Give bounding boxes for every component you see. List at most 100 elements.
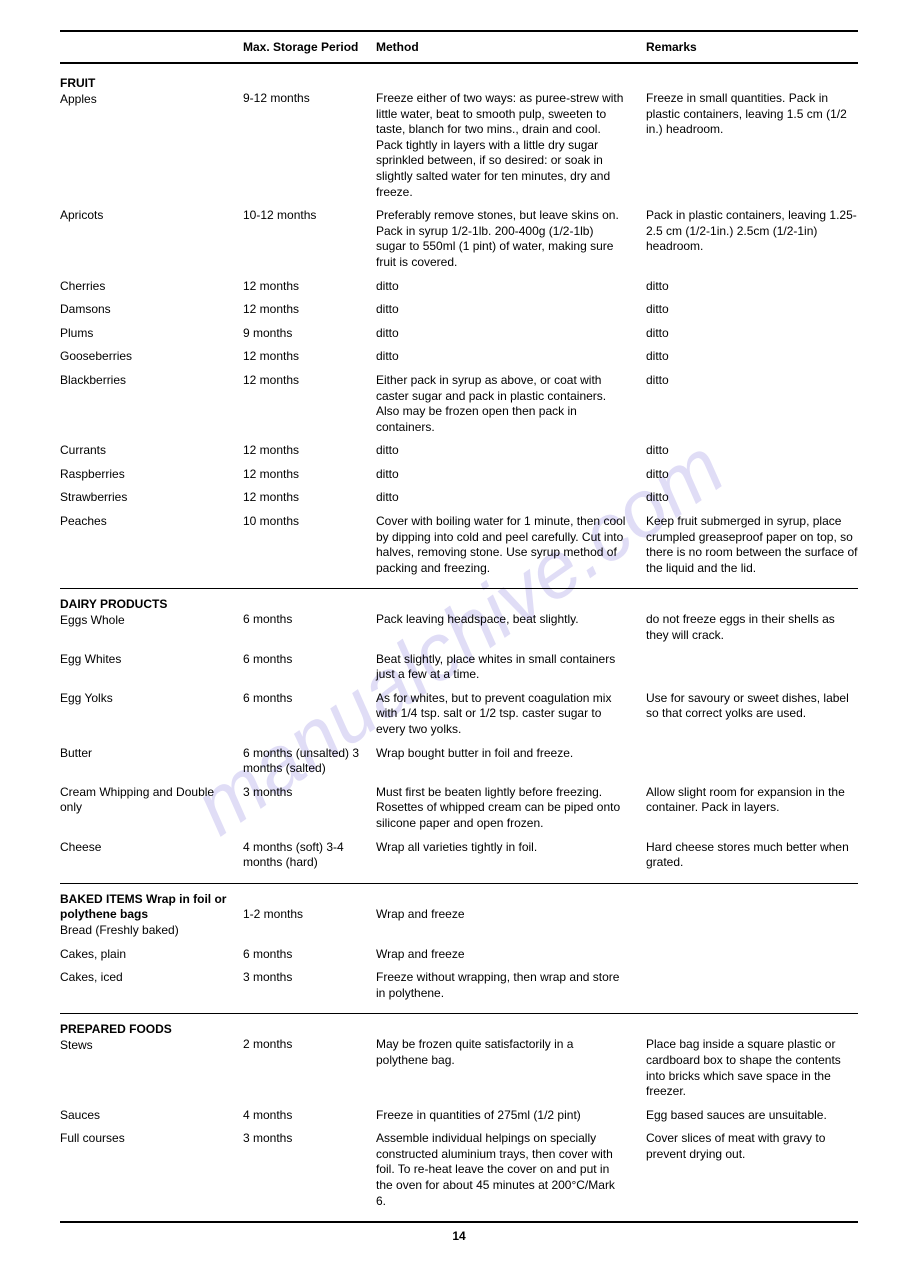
cell-period: 9 months: [243, 326, 376, 342]
cell-remarks: ditto: [646, 490, 858, 506]
cell-method: ditto: [376, 302, 646, 318]
item-name: Stews: [60, 1038, 235, 1054]
cell-remarks: Freeze in small quantities. Pack in plas…: [646, 76, 858, 200]
header-blank: [60, 40, 243, 54]
cell-period: 12 months: [243, 373, 376, 435]
cell-name: Currants: [60, 443, 243, 459]
cell-name: Cakes, plain: [60, 947, 243, 963]
cell-name: Cakes, iced: [60, 970, 243, 1001]
item-name: Currants: [60, 443, 235, 459]
table-row: PREPARED FOODSStews2 monthsMay be frozen…: [60, 1018, 858, 1103]
cell-period: 12 months: [243, 467, 376, 483]
cell-period: 3 months: [243, 785, 376, 832]
table-row: Strawberries12 monthsdittoditto: [60, 486, 858, 510]
cell-period: 10-12 months: [243, 208, 376, 270]
cell-name: Cream Whipping and Double only: [60, 785, 243, 832]
cell-method: Wrap and freeze: [376, 892, 646, 939]
cell-period: 12 months: [243, 279, 376, 295]
cell-period: 4 months (soft) 3-4 months (hard): [243, 840, 376, 871]
cell-period: 12 months: [243, 302, 376, 318]
table-row: FRUITApples9-12 monthsFreeze either of t…: [60, 72, 858, 204]
cell-method: Assemble individual helpings on speciall…: [376, 1131, 646, 1209]
cell-period: 2 months: [243, 1022, 376, 1099]
item-name: Cakes, plain: [60, 947, 235, 963]
cell-remarks: Allow slight room for expansion in the c…: [646, 785, 858, 832]
section-divider: [60, 588, 858, 589]
item-name: Cakes, iced: [60, 970, 235, 986]
cell-period: 12 months: [243, 443, 376, 459]
item-name: Egg Whites: [60, 652, 235, 668]
cell-name: Full courses: [60, 1131, 243, 1209]
cell-period: 6 months (unsalted) 3 months (salted): [243, 746, 376, 777]
cell-name: Cheese: [60, 840, 243, 871]
section-title: BAKED ITEMS Wrap in foil or polythene ba…: [60, 892, 235, 923]
table-row: DAIRY PRODUCTSEggs Whole6 monthsPack lea…: [60, 593, 858, 647]
item-name: Full courses: [60, 1131, 235, 1147]
table-row: Gooseberries12 monthsdittoditto: [60, 345, 858, 369]
cell-name: Cherries: [60, 279, 243, 295]
cell-remarks: Pack in plastic containers, leaving 1.25…: [646, 208, 858, 270]
cell-period: 12 months: [243, 490, 376, 506]
page-content: Max. Storage Period Method Remarks FRUIT…: [60, 30, 858, 1243]
item-name: Peaches: [60, 514, 235, 530]
cell-remarks: ditto: [646, 302, 858, 318]
table-row: Sauces4 monthsFreeze in quantities of 27…: [60, 1104, 858, 1128]
cell-remarks: Hard cheese stores much better when grat…: [646, 840, 858, 871]
section-divider: [60, 1013, 858, 1014]
cell-remarks: [646, 652, 858, 683]
cell-remarks: Use for savoury or sweet dishes, label s…: [646, 691, 858, 738]
header-method: Method: [376, 40, 646, 54]
cell-name: Plums: [60, 326, 243, 342]
cell-period: 4 months: [243, 1108, 376, 1124]
cell-remarks: ditto: [646, 443, 858, 459]
cell-remarks: [646, 947, 858, 963]
cell-remarks: Keep fruit submerged in syrup, place cru…: [646, 514, 858, 576]
cell-method: Freeze without wrapping, then wrap and s…: [376, 970, 646, 1001]
cell-method: Must first be beaten lightly before free…: [376, 785, 646, 832]
cell-period: 6 months: [243, 691, 376, 738]
cell-remarks: Egg based sauces are unsuitable.: [646, 1108, 858, 1124]
cell-period: 6 months: [243, 652, 376, 683]
cell-remarks: [646, 746, 858, 777]
cell-method: ditto: [376, 467, 646, 483]
item-name: Cherries: [60, 279, 235, 295]
cell-period: 3 months: [243, 1131, 376, 1209]
table-row: Blackberries12 monthsEither pack in syru…: [60, 369, 858, 439]
table-row: Damsons12 monthsdittoditto: [60, 298, 858, 322]
cell-remarks: ditto: [646, 279, 858, 295]
cell-method: Preferably remove stones, but leave skin…: [376, 208, 646, 270]
cell-name: DAIRY PRODUCTSEggs Whole: [60, 597, 243, 643]
table-row: Cakes, plain 6 monthsWrap and freeze: [60, 943, 858, 967]
item-name: Cream Whipping and Double only: [60, 785, 235, 816]
cell-remarks: do not freeze eggs in their shells as th…: [646, 597, 858, 643]
section-title: FRUIT: [60, 76, 235, 92]
cell-name: FRUITApples: [60, 76, 243, 200]
cell-remarks: [646, 892, 858, 939]
cell-name: Damsons: [60, 302, 243, 318]
table-row: Currants12 monthsdittoditto: [60, 439, 858, 463]
cell-name: Apricots: [60, 208, 243, 270]
section-divider: [60, 883, 858, 884]
cell-method: ditto: [376, 490, 646, 506]
item-name: Plums: [60, 326, 235, 342]
cell-name: Raspberries: [60, 467, 243, 483]
cell-name: Sauces: [60, 1108, 243, 1124]
item-name: Damsons: [60, 302, 235, 318]
cell-name: Peaches: [60, 514, 243, 576]
item-name: Apricots: [60, 208, 235, 224]
cell-remarks: ditto: [646, 467, 858, 483]
item-name: Butter: [60, 746, 235, 762]
cell-name: Gooseberries: [60, 349, 243, 365]
cell-method: Wrap all varieties tightly in foil.: [376, 840, 646, 871]
table-row: Cream Whipping and Double only 3 monthsMu…: [60, 781, 858, 836]
table-row: Egg Yolks6 monthsAs for whites, but to p…: [60, 687, 858, 742]
section-title: DAIRY PRODUCTS: [60, 597, 235, 613]
cell-period: 3 months: [243, 970, 376, 1001]
cell-method: May be frozen quite satisfactorily in a …: [376, 1022, 646, 1099]
cell-name: Strawberries: [60, 490, 243, 506]
table-row: Butter 6 months (unsalted) 3 months (salt…: [60, 742, 858, 781]
header-period: Max. Storage Period: [243, 40, 376, 54]
cell-method: Wrap and freeze: [376, 947, 646, 963]
cell-name: Egg Whites: [60, 652, 243, 683]
cell-period: 6 months: [243, 947, 376, 963]
